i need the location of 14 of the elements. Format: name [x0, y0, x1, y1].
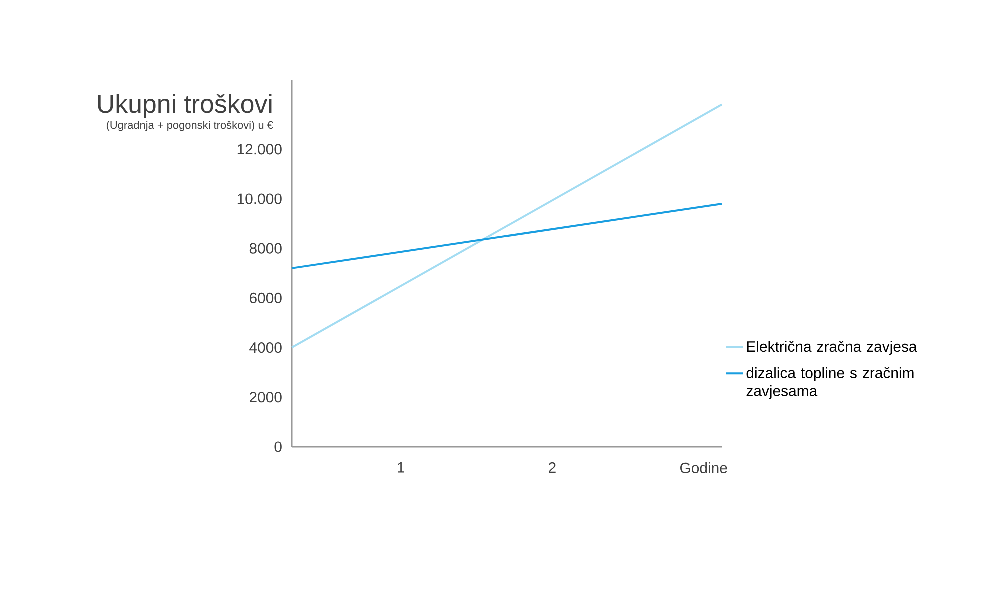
- y-tick-label: 8000: [250, 243, 282, 254]
- x-tick-label: Godine: [680, 462, 728, 474]
- x-tick-label: 1: [398, 462, 404, 473]
- x-tick-label: 2: [549, 462, 556, 473]
- y-tick-label: 0: [274, 442, 282, 452]
- y-tick-label: 6000: [250, 292, 282, 304]
- text: (Ugradnja + pogonski troškovi) u €: [106, 121, 274, 132]
- legend-label: Električna zračna zavjesa: [747, 341, 918, 356]
- legend-label: dizalica topline s zračnim zavjesama: [746, 367, 914, 400]
- y-tick-label: 12.000: [238, 144, 282, 155]
- y-tick-label: 10.000: [238, 194, 282, 204]
- y-axis-title: Ukupni troškovi: [98, 94, 272, 118]
- y-tick-label: 2000: [250, 392, 282, 403]
- y-tick-label: 4000: [250, 342, 282, 354]
